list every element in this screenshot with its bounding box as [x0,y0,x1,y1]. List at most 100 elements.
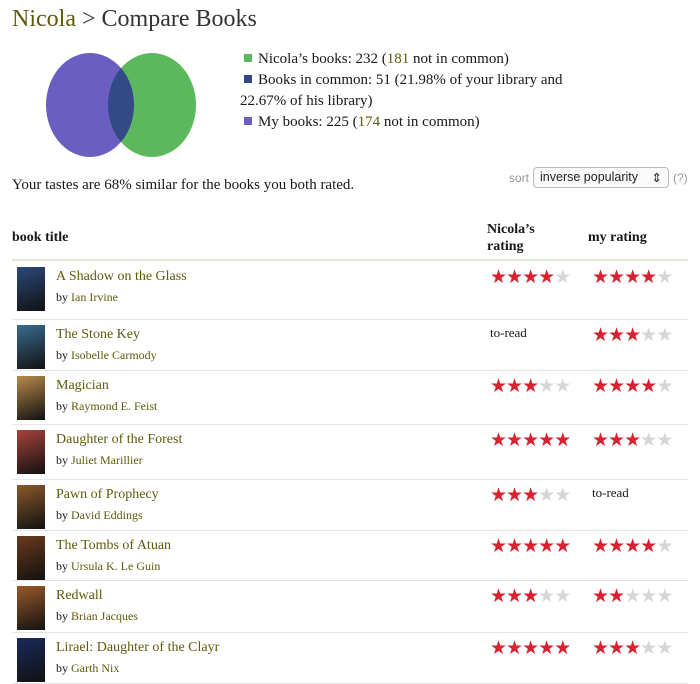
star-icon[interactable]: ★ [506,637,523,659]
star-icon[interactable]: ★ [656,324,673,346]
star-icon[interactable]: ★ [608,324,625,346]
star-icon[interactable]: ★ [592,535,609,557]
not-in-common-link[interactable]: 174 [357,114,381,130]
star-icon[interactable]: ★ [506,535,523,557]
help-link[interactable]: (?) [673,170,688,185]
book-cover[interactable] [17,376,45,420]
sort-select[interactable]: inverse popularity ⇕ [533,167,670,188]
star-icon[interactable]: ★ [592,429,609,451]
star-icon[interactable]: ★ [624,266,641,288]
star-icon[interactable]: ★ [624,637,641,659]
star-icon[interactable]: ★ [538,429,555,451]
star-icon[interactable]: ★ [554,535,571,557]
star-icon[interactable]: ★ [538,266,555,288]
mine-star-rating[interactable]: ★★★★★ [592,637,673,659]
star-icon[interactable]: ★ [608,429,625,451]
star-icon[interactable]: ★ [538,637,555,659]
star-icon[interactable]: ★ [656,535,673,557]
star-icon[interactable]: ★ [554,429,571,451]
star-icon[interactable]: ★ [490,375,507,397]
author-link[interactable]: Juliet Marillier [71,453,143,467]
star-icon[interactable]: ★ [656,585,673,607]
star-icon[interactable]: ★ [522,585,539,607]
star-icon[interactable]: ★ [506,585,523,607]
star-icon[interactable]: ★ [554,585,571,607]
star-icon[interactable]: ★ [538,585,555,607]
star-icon[interactable]: ★ [522,429,539,451]
star-icon[interactable]: ★ [656,266,673,288]
theirs-star-rating[interactable]: ★★★★★ [490,585,571,607]
breadcrumb-user-link[interactable]: Nicola [12,6,76,32]
star-icon[interactable]: ★ [624,324,641,346]
star-icon[interactable]: ★ [592,324,609,346]
book-title-link[interactable]: The Tombs of Atuan [56,538,172,553]
mine-star-rating[interactable]: ★★★★★ [592,535,673,557]
theirs-star-rating[interactable]: ★★★★★ [490,375,571,397]
column-header-my-rating[interactable]: my rating [588,230,647,245]
mine-star-rating[interactable]: ★★★★★ [592,324,673,346]
star-icon[interactable]: ★ [640,585,657,607]
book-cover[interactable] [17,638,45,682]
book-title-link[interactable]: Magician [56,378,109,393]
book-cover[interactable] [17,586,45,630]
star-icon[interactable]: ★ [506,429,523,451]
not-in-common-link[interactable]: 181 [386,51,410,67]
star-icon[interactable]: ★ [592,375,609,397]
star-icon[interactable]: ★ [592,266,609,288]
author-link[interactable]: Garth Nix [71,661,120,675]
star-icon[interactable]: ★ [490,585,507,607]
book-title-link[interactable]: The Stone Key [56,327,140,342]
star-icon[interactable]: ★ [554,266,571,288]
star-icon[interactable]: ★ [656,637,673,659]
book-title-link[interactable]: Daughter of the Forest [56,432,183,447]
star-icon[interactable]: ★ [624,429,641,451]
star-icon[interactable]: ★ [490,484,507,506]
star-icon[interactable]: ★ [490,266,507,288]
star-icon[interactable]: ★ [608,535,625,557]
theirs-shelf[interactable]: to-read [490,325,527,340]
star-icon[interactable]: ★ [554,637,571,659]
star-icon[interactable]: ★ [624,375,641,397]
mine-star-rating[interactable]: ★★★★★ [592,375,673,397]
author-link[interactable]: Ian Irvine [71,290,118,304]
star-icon[interactable]: ★ [608,637,625,659]
author-link[interactable]: Isobelle Carmody [71,348,157,362]
star-icon[interactable]: ★ [640,266,657,288]
star-icon[interactable]: ★ [592,637,609,659]
theirs-star-rating[interactable]: ★★★★★ [490,429,571,451]
star-icon[interactable]: ★ [522,266,539,288]
star-icon[interactable]: ★ [608,266,625,288]
star-icon[interactable]: ★ [506,266,523,288]
book-title-link[interactable]: Pawn of Prophecy [56,487,159,502]
book-title-link[interactable]: Redwall [56,588,103,603]
star-icon[interactable]: ★ [538,484,555,506]
theirs-star-rating[interactable]: ★★★★★ [490,535,571,557]
star-icon[interactable]: ★ [538,535,555,557]
author-link[interactable]: Raymond E. Feist [71,399,158,413]
star-icon[interactable]: ★ [640,535,657,557]
author-link[interactable]: David Eddings [71,508,143,522]
column-header-title[interactable]: book title [12,230,69,245]
star-icon[interactable]: ★ [522,637,539,659]
star-icon[interactable]: ★ [640,637,657,659]
star-icon[interactable]: ★ [506,484,523,506]
column-header-theirs-rating[interactable]: Nicola’s rating [487,222,535,254]
mine-shelf[interactable]: to-read [592,485,629,500]
book-title-link[interactable]: A Shadow on the Glass [56,269,187,284]
theirs-star-rating[interactable]: ★★★★★ [490,266,571,288]
author-link[interactable]: Ursula K. Le Guin [71,559,161,573]
star-icon[interactable]: ★ [522,484,539,506]
star-icon[interactable]: ★ [490,637,507,659]
star-icon[interactable]: ★ [554,375,571,397]
star-icon[interactable]: ★ [592,585,609,607]
star-icon[interactable]: ★ [554,484,571,506]
mine-star-rating[interactable]: ★★★★★ [592,266,673,288]
star-icon[interactable]: ★ [522,375,539,397]
star-icon[interactable]: ★ [608,375,625,397]
star-icon[interactable]: ★ [538,375,555,397]
star-icon[interactable]: ★ [640,375,657,397]
star-icon[interactable]: ★ [640,429,657,451]
star-icon[interactable]: ★ [522,535,539,557]
book-cover[interactable] [17,325,45,369]
star-icon[interactable]: ★ [640,324,657,346]
